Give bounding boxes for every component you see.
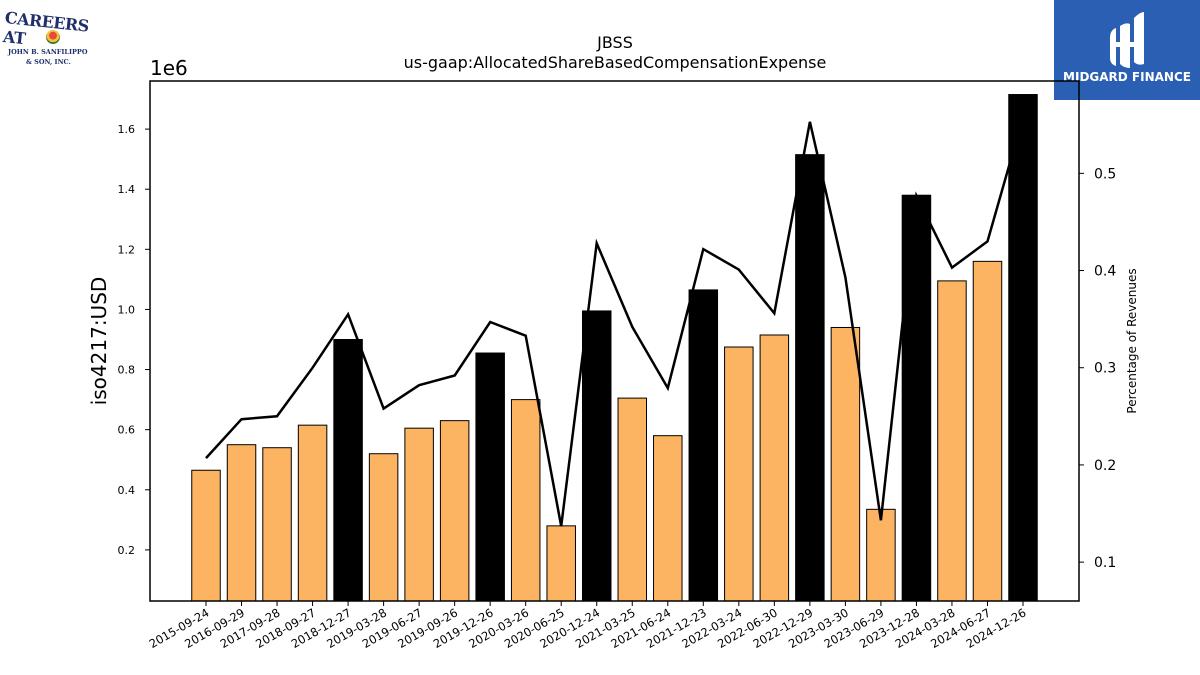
y2-tick-label: 0.5 xyxy=(1094,166,1116,182)
y2-tick-label: 0.4 xyxy=(1094,264,1116,280)
bar xyxy=(937,280,967,602)
bar xyxy=(617,397,648,602)
y-tick-label: 0.4 xyxy=(118,484,136,497)
bar xyxy=(972,260,1003,602)
bar xyxy=(724,346,754,602)
y-axis-label: iso4217:USD xyxy=(87,277,111,406)
y-tick-label: 1.2 xyxy=(118,243,136,256)
y-scale-label: 1e6 xyxy=(150,56,188,80)
chart-title-line1: JBSS xyxy=(596,33,633,52)
bar xyxy=(404,427,434,602)
bar xyxy=(759,334,790,602)
bar xyxy=(546,525,576,602)
percentage-line xyxy=(205,116,1025,527)
y2-axis-label: Percentage of Revenues xyxy=(1125,268,1139,413)
logo-company-text: JOHN B. SANFILIPPO xyxy=(8,48,88,56)
bar xyxy=(226,444,257,602)
chart-title-line2: us-gaap:AllocatedShareBasedCompensationE… xyxy=(404,53,827,72)
bar xyxy=(581,310,612,602)
bar xyxy=(795,154,825,602)
bar xyxy=(262,447,292,602)
bar xyxy=(368,453,399,602)
bar xyxy=(191,469,221,602)
y2-tick-label: 0.1 xyxy=(1094,555,1116,571)
y-tick-label: 1.4 xyxy=(118,183,136,196)
y-tick-label: 0.8 xyxy=(118,364,136,377)
logo-emblem-icon xyxy=(46,30,60,44)
bar xyxy=(901,194,932,602)
bar xyxy=(510,399,541,602)
bar xyxy=(1008,94,1038,602)
bar xyxy=(688,289,719,602)
bar xyxy=(297,424,328,602)
y-tick-label: 0.2 xyxy=(118,544,136,557)
midgard-mark-icon xyxy=(1110,12,1144,68)
y-tick-label: 1.6 xyxy=(118,123,136,136)
y2-tick-label: 0.3 xyxy=(1094,361,1116,377)
bar xyxy=(333,338,363,602)
plot-frame xyxy=(149,80,1080,602)
careers-logo: CAREERS AT JOHN B. SANFILIPPO & SON, INC… xyxy=(0,0,110,80)
y-tick-label: 1.0 xyxy=(118,303,136,316)
y-tick-label: 0.6 xyxy=(118,424,136,437)
bar xyxy=(866,508,896,602)
bar xyxy=(475,352,505,602)
y2-tick-label: 0.2 xyxy=(1094,458,1116,474)
logo-company-suffix: & SON, INC. xyxy=(26,58,71,66)
bar xyxy=(439,420,470,602)
midgard-name: MIDGARD FINANCE xyxy=(1063,70,1191,84)
bar xyxy=(653,435,683,602)
bar xyxy=(830,326,861,602)
